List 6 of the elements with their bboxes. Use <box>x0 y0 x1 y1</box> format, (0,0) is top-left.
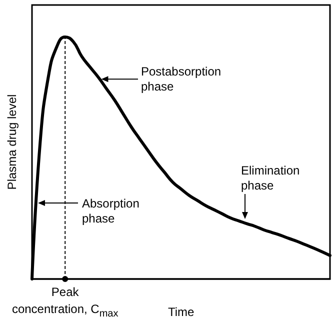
annotation: Peak concentration, C$_{max}$ <box>10 284 120 322</box>
annotation: Postabsorption phase <box>141 64 224 94</box>
y-axis-title: Plasma drug level <box>5 94 19 190</box>
annotation: Elimination phase <box>241 164 304 192</box>
annotation: Absorption phase <box>82 196 143 226</box>
x-axis-title: Time <box>168 305 195 319</box>
